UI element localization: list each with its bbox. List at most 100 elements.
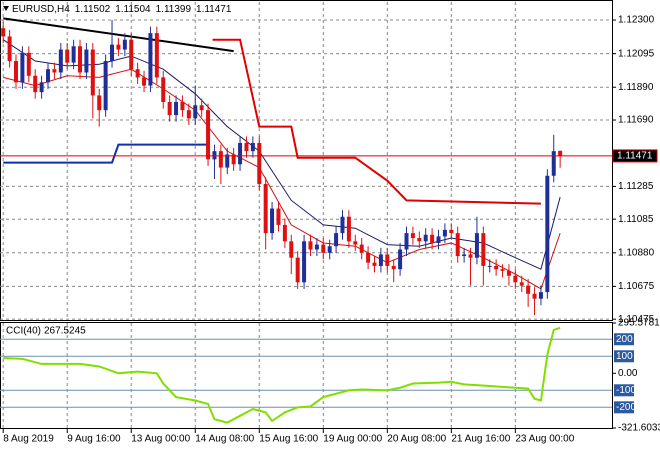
- candle-body: [167, 101, 172, 116]
- candle-body: [33, 75, 38, 93]
- candle-body: [225, 154, 230, 168]
- candle-body: [551, 151, 556, 176]
- y-tick-label: 1.10675: [618, 281, 655, 292]
- x-tick-label: 19 Aug 00:00: [323, 434, 382, 445]
- candle-body: [455, 233, 460, 257]
- last-price-box: [612, 149, 658, 163]
- x-tick-label: 14 Aug 08:00: [195, 434, 254, 445]
- candle-body: [206, 110, 211, 160]
- candle-body: [366, 252, 371, 263]
- ohlc-high: 1.11504: [115, 4, 151, 15]
- candle-body: [20, 52, 25, 83]
- candle-body: [180, 101, 185, 111]
- header-icon: [3, 6, 9, 11]
- candle-body: [218, 151, 223, 168]
- candle-body: [270, 208, 275, 234]
- candle-body: [231, 154, 236, 165]
- candle-body: [449, 229, 454, 234]
- candle-body: [346, 216, 351, 242]
- level-box: [614, 401, 634, 414]
- candle-body: [327, 246, 332, 253]
- cci-frame: [0, 322, 613, 429]
- candle-body: [39, 82, 44, 93]
- candle-body: [58, 49, 63, 73]
- candle-body: [110, 44, 115, 62]
- symbol: EURUSD,H4: [12, 4, 70, 15]
- y-tick-label: 1.11285: [618, 181, 654, 192]
- candle-body: [468, 254, 473, 258]
- candle-body: [71, 46, 76, 63]
- x-tick-label: 20 Aug 08:00: [387, 434, 446, 445]
- candle-body: [430, 234, 435, 243]
- candle-body: [263, 183, 268, 234]
- candle-body: [161, 77, 166, 102]
- y-tick-label: -321.6033: [618, 423, 660, 434]
- candle-body: [519, 282, 524, 286]
- candle-body: [148, 33, 153, 86]
- candle-body: [487, 265, 492, 267]
- candle-body: [500, 269, 505, 271]
- candle-body: [545, 175, 550, 293]
- candle-body: [526, 285, 531, 294]
- indicator-line: [3, 143, 209, 164]
- candle-body: [257, 142, 262, 184]
- ohlc-open: 1.11502: [75, 4, 111, 15]
- level-label: 100: [616, 351, 633, 362]
- y-tick-label: 1.11890: [618, 82, 654, 93]
- level-box: [614, 384, 634, 397]
- candle-body: [186, 110, 191, 119]
- x-tick-label: 15 Aug 16:00: [259, 434, 318, 445]
- candle-body: [462, 254, 467, 257]
- chart-header: EURUSD,H4 1.11502 1.11504 1.11399 1.11471: [12, 4, 232, 15]
- candle-body: [7, 36, 12, 62]
- candle-body: [532, 293, 537, 299]
- candle-body: [154, 33, 159, 78]
- y-tick-label: 1.12095: [618, 48, 655, 59]
- candle-body: [289, 241, 294, 258]
- candle-body: [385, 254, 390, 266]
- candle-body: [558, 150, 563, 156]
- x-tick-label: 9 Aug 16:00: [67, 434, 121, 445]
- candle-body: [378, 254, 383, 266]
- indicator-line: [3, 326, 561, 424]
- candle-body: [46, 69, 51, 83]
- level-label: -100: [616, 385, 636, 396]
- candle-body: [78, 46, 83, 73]
- candle-body: [391, 265, 396, 270]
- y-tick-label: 295.5781: [618, 318, 660, 329]
- candle-body: [302, 241, 307, 283]
- candle-body: [513, 275, 518, 283]
- candle-body: [52, 69, 57, 73]
- candle-body: [506, 270, 511, 276]
- candle-body: [244, 142, 249, 152]
- y-tick-label: 1.12300: [618, 15, 655, 26]
- indicator-line: [212, 38, 541, 205]
- candle-body: [334, 233, 339, 247]
- x-tick-label: 21 Aug 16:00: [451, 434, 510, 445]
- candle-body: [398, 249, 403, 270]
- ohlc-low: 1.11399: [156, 4, 192, 15]
- candle-body: [481, 233, 486, 266]
- candle-body: [1, 28, 6, 37]
- y-tick-label: 0.00: [618, 368, 638, 379]
- candle-body: [276, 208, 281, 225]
- candle-body: [129, 39, 134, 70]
- candle-body: [538, 292, 543, 299]
- candle-body: [372, 262, 377, 266]
- candle-body: [135, 69, 140, 78]
- level-box: [614, 333, 634, 346]
- candle-body: [474, 233, 479, 258]
- x-tick-label: 8 Aug 2019: [3, 434, 54, 445]
- candle-body: [494, 265, 499, 270]
- candle-body: [238, 142, 243, 165]
- candle-body: [103, 61, 108, 111]
- level-label: 200: [616, 334, 633, 345]
- candle-body: [308, 241, 313, 250]
- candle-body: [199, 105, 204, 111]
- y-tick-label: 1.11085: [618, 214, 654, 225]
- candle-body: [250, 142, 255, 152]
- candle-body: [282, 224, 287, 242]
- candle-body: [295, 257, 300, 283]
- x-tick-label: 13 Aug 00:00: [131, 434, 190, 445]
- candle-body: [84, 49, 89, 73]
